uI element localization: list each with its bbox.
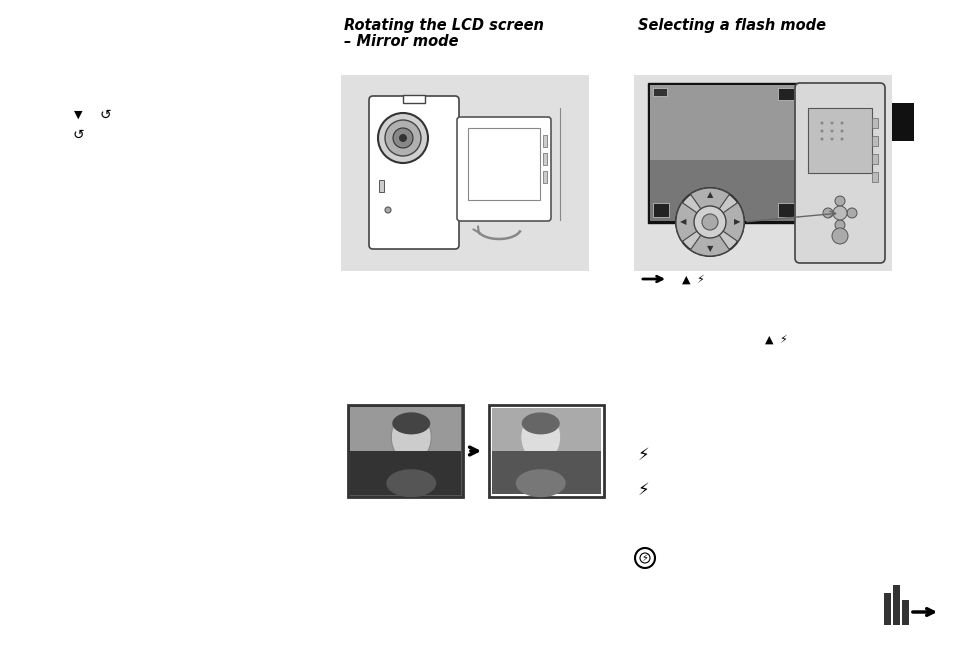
Wedge shape <box>690 188 729 222</box>
Bar <box>542 171 546 183</box>
Text: ▲: ▲ <box>764 335 773 345</box>
Circle shape <box>393 128 413 148</box>
Bar <box>350 407 460 451</box>
Circle shape <box>822 208 832 218</box>
Text: ⚡: ⚡ <box>638 446 649 464</box>
Bar <box>647 83 800 223</box>
Circle shape <box>820 138 822 140</box>
Circle shape <box>840 138 842 140</box>
Ellipse shape <box>386 469 436 497</box>
Text: ▲: ▲ <box>681 275 690 285</box>
Bar <box>778 203 793 217</box>
Text: ▲: ▲ <box>706 190 713 200</box>
Circle shape <box>830 130 833 132</box>
Bar <box>652 203 668 217</box>
Wedge shape <box>676 202 709 241</box>
Text: Rotating the LCD screen: Rotating the LCD screen <box>344 18 543 33</box>
Text: ▶: ▶ <box>733 218 740 226</box>
Bar <box>649 85 797 160</box>
Ellipse shape <box>520 412 560 462</box>
Wedge shape <box>690 222 729 256</box>
Circle shape <box>693 206 725 238</box>
Ellipse shape <box>516 469 565 497</box>
Bar <box>871 136 877 146</box>
Bar <box>901 600 908 625</box>
Bar <box>350 451 460 495</box>
Circle shape <box>831 228 847 244</box>
Bar <box>871 118 877 128</box>
Text: Selecting a flash mode: Selecting a flash mode <box>638 18 825 33</box>
Ellipse shape <box>521 413 559 434</box>
Bar <box>892 585 899 625</box>
Text: ↺: ↺ <box>99 108 111 122</box>
Bar <box>871 172 877 182</box>
Circle shape <box>701 214 718 230</box>
Circle shape <box>385 207 391 213</box>
Bar <box>807 108 871 173</box>
Text: ▼: ▼ <box>73 110 82 120</box>
FancyBboxPatch shape <box>794 83 884 263</box>
Bar <box>542 153 546 165</box>
Bar <box>649 160 797 221</box>
Circle shape <box>834 196 844 206</box>
Circle shape <box>846 208 856 218</box>
Bar <box>778 88 793 100</box>
Ellipse shape <box>391 412 431 462</box>
Text: ▼: ▼ <box>706 245 713 253</box>
Text: – Mirror mode: – Mirror mode <box>344 34 458 49</box>
Bar <box>883 593 890 625</box>
Text: ⚡: ⚡ <box>779 335 786 345</box>
Bar <box>649 85 797 221</box>
Text: ◀: ◀ <box>679 218 685 226</box>
Circle shape <box>830 138 833 140</box>
Circle shape <box>820 122 822 124</box>
Bar <box>489 405 603 497</box>
Circle shape <box>377 113 428 163</box>
Text: ⚡: ⚡ <box>638 481 649 499</box>
Bar <box>652 88 666 96</box>
FancyBboxPatch shape <box>369 96 458 249</box>
Circle shape <box>840 122 842 124</box>
Ellipse shape <box>676 188 743 256</box>
Circle shape <box>834 220 844 230</box>
Text: ↺: ↺ <box>72 128 84 142</box>
Bar <box>891 103 913 141</box>
Circle shape <box>832 206 846 220</box>
Text: ⚡: ⚡ <box>640 553 648 563</box>
Bar <box>492 408 600 494</box>
Bar <box>542 135 546 147</box>
Bar <box>348 405 462 497</box>
FancyBboxPatch shape <box>456 117 551 221</box>
Bar <box>402 95 424 103</box>
Bar <box>871 154 877 164</box>
Bar <box>634 75 891 271</box>
Circle shape <box>840 130 842 132</box>
Ellipse shape <box>392 413 430 434</box>
Circle shape <box>385 120 420 156</box>
Circle shape <box>830 122 833 124</box>
Bar <box>378 180 384 192</box>
Circle shape <box>398 134 407 142</box>
Text: ⚡: ⚡ <box>696 275 703 285</box>
Wedge shape <box>709 202 743 241</box>
Bar <box>492 451 600 494</box>
Bar <box>340 75 588 271</box>
Bar <box>468 128 539 200</box>
Circle shape <box>820 130 822 132</box>
